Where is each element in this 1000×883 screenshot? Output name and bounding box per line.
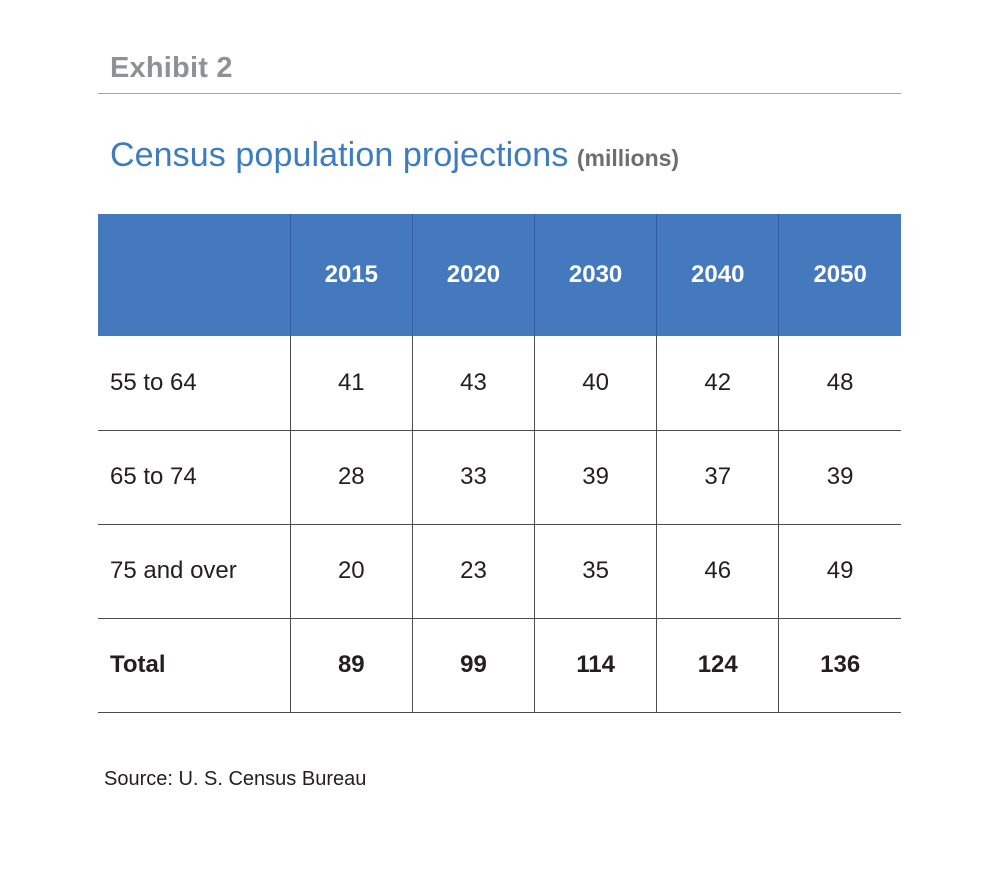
table-cell: 23 — [411, 524, 535, 619]
projection-table: 2015 2020 2030 2040 2050 55 to 64 41 43 … — [98, 214, 901, 713]
table-cell: 39 — [534, 430, 657, 525]
table-cell: 42 — [656, 336, 779, 431]
exhibit-label: Exhibit 2 — [110, 52, 233, 84]
header-cell-year: 2050 — [778, 214, 901, 336]
table-cell: 35 — [534, 524, 657, 619]
table-cell: 124 — [656, 618, 779, 713]
header-cell-year: 2020 — [411, 214, 535, 336]
row-label: Total — [98, 618, 291, 713]
table-cell: 114 — [534, 618, 657, 713]
table-cell: 43 — [411, 336, 535, 431]
unit-label: (millions) — [576, 145, 680, 171]
header-cell-year: 2040 — [656, 214, 779, 336]
title-text: Census population projections — [110, 136, 569, 174]
header-cell-corner — [98, 214, 291, 336]
table-cell: 46 — [656, 524, 779, 619]
table-cell: 20 — [289, 524, 413, 619]
table-row: 75 and over 20 23 35 46 49 — [98, 524, 901, 619]
row-label: 75 and over — [98, 524, 291, 619]
table-cell: 136 — [778, 618, 901, 713]
table-cell: 99 — [411, 618, 535, 713]
header-cell-year: 2030 — [534, 214, 657, 336]
source-note: Source: U. S. Census Bureau — [104, 768, 367, 790]
chart-title: Census population projections (millions) — [110, 136, 679, 175]
table-cell: 48 — [778, 336, 901, 431]
table-cell: 33 — [411, 430, 535, 525]
table-cell: 41 — [289, 336, 413, 431]
row-label: 55 to 64 — [98, 336, 291, 431]
table-row: 65 to 74 28 33 39 37 39 — [98, 430, 901, 525]
table-cell: 37 — [656, 430, 779, 525]
table-cell: 40 — [534, 336, 657, 431]
table-cell: 28 — [289, 430, 413, 525]
title-divider — [98, 93, 901, 94]
header-cell-year: 2015 — [289, 214, 413, 336]
table-row: 55 to 64 41 43 40 42 48 — [98, 336, 901, 431]
header-row: 2015 2020 2030 2040 2050 — [98, 214, 901, 336]
table-cell: 49 — [778, 524, 901, 619]
table-cell: 89 — [289, 618, 413, 713]
row-label: 65 to 74 — [98, 430, 291, 525]
table-cell: 39 — [778, 430, 901, 525]
total-row: Total 89 99 114 124 136 — [98, 618, 901, 713]
